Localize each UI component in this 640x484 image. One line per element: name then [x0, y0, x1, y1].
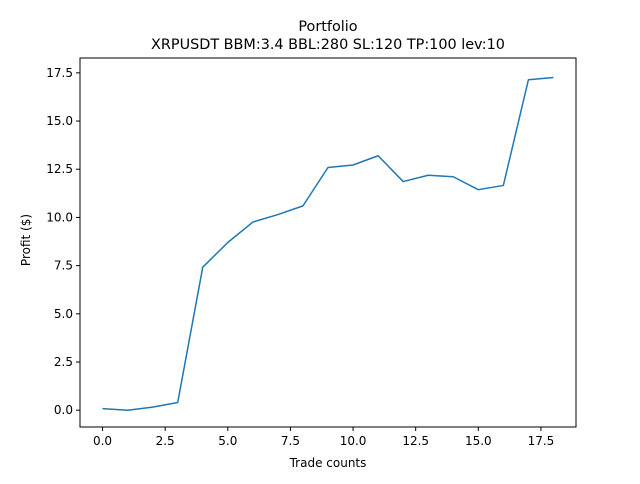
y-tick-label: 17.5: [46, 66, 73, 80]
y-axis-label: Profit ($): [19, 214, 33, 266]
chart-subtitle: XRPUSDT BBM:3.4 BBL:280 SL:120 TP:100 le…: [151, 37, 505, 53]
x-tick-label: 0.0: [93, 434, 112, 448]
x-tick-label: 5.0: [218, 434, 237, 448]
x-axis-label: Trade counts: [289, 456, 367, 470]
y-tick-label: 5.0: [54, 307, 73, 321]
x-tick-label: 7.5: [281, 434, 300, 448]
x-tick-label: 10.0: [340, 434, 367, 448]
y-tick-label: 0.0: [54, 403, 73, 417]
x-tick-label: 12.5: [402, 434, 429, 448]
y-tick-label: 7.5: [54, 259, 73, 273]
chart-title: Portfolio: [298, 19, 357, 35]
x-tick-label: 15.0: [465, 434, 492, 448]
y-tick-label: 12.5: [46, 162, 73, 176]
y-tick-label: 10.0: [46, 210, 73, 224]
x-tick-label: 17.5: [528, 434, 555, 448]
x-tick-label: 2.5: [156, 434, 175, 448]
y-tick-label: 2.5: [54, 355, 73, 369]
y-tick-label: 15.0: [46, 114, 73, 128]
